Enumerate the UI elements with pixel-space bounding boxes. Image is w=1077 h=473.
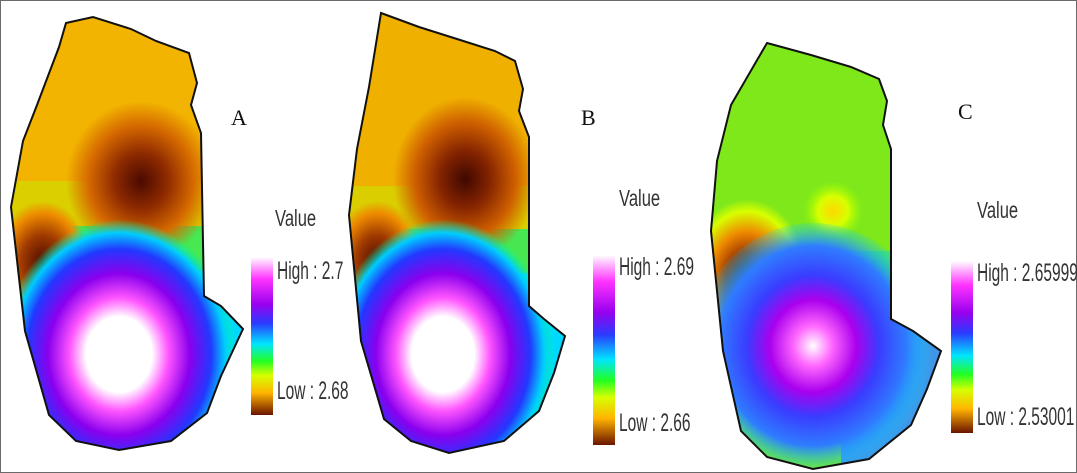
interpolation-map-c: [709, 41, 943, 471]
legend-b-title: Value: [619, 185, 661, 211]
legend-a-title: Value: [275, 205, 317, 231]
interpolation-map-a: [9, 15, 245, 452]
legend-c: Value High : 2.65999 Low : 2.53001: [951, 191, 1077, 461]
panel-c: C Value High : 2.65999 Low : 2.53001: [701, 1, 1077, 472]
legend-c-color-ramp: [951, 261, 973, 433]
legend-c-title: Value: [977, 197, 1019, 223]
legend-b-high: High : 2.69: [619, 253, 694, 281]
legend-a-low: Low : 2.68: [277, 377, 349, 405]
panel-b-label: B: [581, 105, 596, 130]
interpolation-map-b: [347, 11, 567, 455]
legend-b-color-ramp: [593, 255, 615, 445]
panel-a: A Value High : 2.7 Low : 2.68: [1, 1, 360, 472]
panel-b: B Value High : 2.69 Low : 2.66: [339, 1, 699, 472]
legend-c-high: High : 2.65999: [977, 259, 1077, 287]
legend-a: Value High : 2.7 Low : 2.68: [251, 201, 361, 421]
legend-a-high: High : 2.7: [277, 257, 344, 285]
legend-c-low: Low : 2.53001: [977, 403, 1075, 431]
panel-c-label: C: [958, 99, 973, 124]
panel-a-label: A: [231, 105, 247, 130]
legend-b-low: Low : 2.66: [619, 409, 691, 437]
legend-b: Value High : 2.69 Low : 2.66: [593, 179, 703, 469]
legend-a-color-ramp: [251, 257, 273, 415]
